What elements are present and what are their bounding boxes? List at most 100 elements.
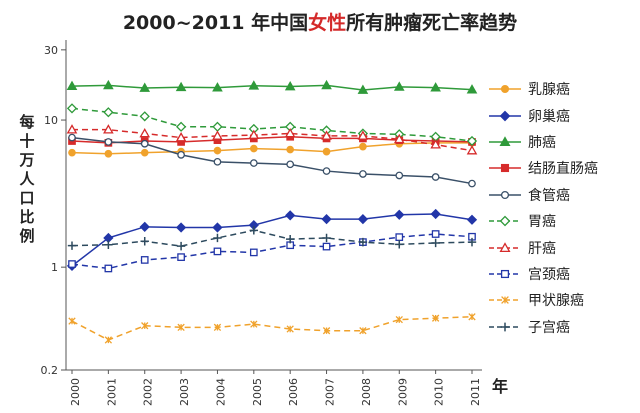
series-9 — [68, 313, 476, 344]
legend-label: 食管癌 — [528, 187, 570, 204]
data-point — [466, 214, 478, 225]
data-point — [393, 133, 405, 144]
legend-label: 卵巢癌 — [528, 108, 570, 125]
data-point — [357, 214, 369, 225]
data-point — [249, 226, 259, 235]
data-point — [466, 145, 478, 155]
chart-title-prefix: 2000~2011 年中国 — [122, 12, 309, 34]
x-tick-label: 2009 — [396, 378, 409, 406]
legend-label: 甲状腺癌 — [528, 293, 584, 310]
legend-swatch — [489, 164, 521, 173]
x-tick-label: 2005 — [251, 378, 264, 406]
legend-label: 宫颈癌 — [528, 266, 570, 283]
chart-title-suffix: 所有肿瘤死亡率趋势 — [346, 12, 518, 34]
data-point — [212, 130, 223, 140]
legend-swatch — [489, 322, 521, 332]
data-point — [467, 237, 477, 247]
data-point — [177, 150, 185, 159]
legend-marker — [500, 85, 510, 94]
y-tick-label: 30 — [44, 44, 58, 57]
data-point — [249, 144, 258, 153]
data-point — [285, 210, 296, 221]
data-point — [212, 121, 223, 132]
y-tick-label: 0.2 — [41, 364, 59, 377]
data-point — [430, 82, 441, 92]
data-point — [212, 82, 223, 92]
x-tick-label: 2010 — [433, 378, 446, 406]
data-point — [359, 170, 367, 178]
data-point — [321, 130, 332, 140]
data-point — [394, 209, 405, 220]
data-point — [213, 157, 222, 166]
data-point — [431, 314, 440, 322]
legend-swatch — [489, 269, 521, 278]
data-point — [358, 237, 368, 247]
series-3 — [66, 79, 478, 94]
legend-swatch — [489, 136, 521, 147]
series-8 — [68, 230, 476, 273]
data-point — [430, 139, 441, 149]
data-point — [140, 148, 149, 157]
chart-legend: 乳腺癌 卵巢癌 肺癌 结肠直肠癌 食管癌 胃癌 肝癌 宫颈癌 甲状腺癌 子宫癌 — [488, 76, 638, 340]
data-point — [177, 323, 185, 331]
data-point — [139, 111, 150, 122]
data-point — [103, 79, 114, 90]
legend-swatch — [489, 110, 521, 121]
data-point — [177, 253, 185, 261]
data-point — [103, 124, 114, 134]
legend-label: 胃癌 — [528, 214, 556, 231]
x-tick-label: 2007 — [324, 378, 337, 406]
data-point — [359, 327, 367, 335]
data-point — [213, 233, 222, 243]
legend-swatch — [489, 296, 521, 305]
data-point — [466, 84, 478, 94]
legend-item: 卵巢癌 — [488, 102, 638, 128]
data-point — [140, 256, 149, 264]
legend-swatch — [489, 241, 521, 252]
x-tick-label: 2011 — [469, 378, 482, 406]
data-point — [285, 234, 295, 244]
data-point — [175, 121, 187, 132]
x-tick-label: 2006 — [287, 378, 300, 406]
y-tick-label: 1 — [51, 261, 58, 274]
x-tick-label: 2003 — [178, 378, 191, 406]
legend-marker — [500, 322, 510, 332]
data-point — [66, 124, 78, 134]
series-10 — [67, 226, 477, 251]
data-point — [395, 315, 403, 324]
data-point — [431, 230, 440, 238]
x-tick-label: 2002 — [142, 378, 155, 406]
data-point — [284, 127, 296, 138]
y-axis-label: 每十万人口比例 — [19, 113, 35, 245]
chart-title: 2000~2011 年中国女性所有肿瘤死亡率趋势 — [0, 8, 640, 35]
data-point — [103, 107, 114, 118]
legend-swatch — [489, 85, 521, 94]
chart-title-highlight: 女性 — [308, 12, 347, 34]
series-7 — [66, 124, 478, 155]
legend-item: 子宫癌 — [488, 314, 638, 340]
data-point — [249, 159, 258, 167]
data-point — [393, 81, 405, 91]
data-point — [468, 179, 476, 188]
data-point — [66, 80, 78, 90]
series-line — [71, 84, 473, 91]
data-point — [175, 222, 187, 233]
legend-swatch — [489, 190, 521, 199]
data-point — [322, 147, 331, 156]
data-point — [321, 214, 332, 225]
data-point — [68, 317, 76, 325]
data-point — [212, 222, 223, 233]
series-line — [71, 142, 472, 155]
data-point — [213, 323, 222, 331]
series-line — [71, 136, 473, 185]
legend-marker — [499, 136, 511, 147]
series-line — [72, 128, 473, 152]
data-point — [175, 132, 187, 142]
data-point — [322, 167, 331, 175]
legend-label: 肝癌 — [528, 240, 556, 257]
data-point — [284, 81, 296, 91]
data-point — [213, 247, 222, 256]
legend-label: 乳腺癌 — [528, 82, 570, 99]
data-point — [104, 149, 113, 158]
